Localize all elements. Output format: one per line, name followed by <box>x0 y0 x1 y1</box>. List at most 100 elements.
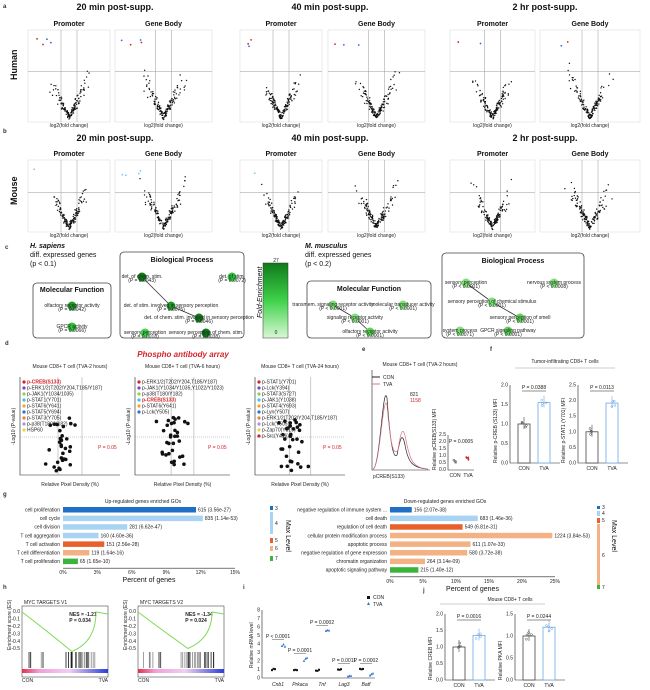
data-point <box>547 625 550 628</box>
data-point <box>594 107 596 110</box>
data-point <box>172 420 176 425</box>
data-point <box>168 435 173 439</box>
data-point <box>588 226 591 229</box>
data-point <box>73 221 75 223</box>
data-point <box>165 217 167 219</box>
go-node <box>487 297 497 307</box>
data-point <box>363 206 366 209</box>
volcano-plot: log2(fold change) <box>114 29 213 129</box>
data-point <box>173 96 176 99</box>
data-point <box>70 114 73 117</box>
protein-label: p-STAT4(Y693) <box>262 404 297 410</box>
go-bar-label: 215 (1.40e-12) <box>420 568 453 574</box>
data-point <box>293 197 295 200</box>
data-point <box>354 83 357 85</box>
data-point <box>269 207 272 209</box>
go-bar <box>390 532 553 539</box>
data-point <box>502 93 504 95</box>
go-term: sensory perception <box>445 280 487 286</box>
plot-frame <box>539 159 641 233</box>
go-pvalue: (P < 0.0001) <box>356 333 384 339</box>
data-point <box>64 219 66 221</box>
bar-tva <box>542 626 556 681</box>
go-term-label: regulation of cell death <box>337 525 388 531</box>
go-bar-label: 264 (3.14e-09) <box>427 559 460 565</box>
data-point <box>278 110 281 113</box>
data-point <box>76 210 78 213</box>
data-point <box>146 84 148 86</box>
data-point <box>176 205 178 207</box>
bar-tva <box>472 635 486 681</box>
data-point <box>159 223 161 225</box>
go-term-label: cellular protein modification process <box>308 533 388 539</box>
data-point <box>385 95 388 97</box>
go-bar <box>63 507 197 513</box>
data-point <box>488 220 490 222</box>
data-point <box>171 104 173 106</box>
data-point <box>74 209 76 211</box>
data-point <box>496 104 498 106</box>
highlight-point <box>137 172 140 175</box>
data-point <box>496 102 499 104</box>
max-level-value: 3 <box>275 506 278 512</box>
data-point <box>276 107 278 110</box>
data-point <box>68 118 70 120</box>
data-point <box>57 440 62 444</box>
highlight-point <box>257 386 261 390</box>
data-point <box>598 211 601 214</box>
data-point <box>578 95 580 97</box>
data-point <box>365 94 367 96</box>
data-point <box>379 108 381 111</box>
data-point <box>579 100 581 102</box>
data-point <box>287 102 289 105</box>
panel-letter-i: i <box>243 585 245 591</box>
data-point <box>373 109 375 111</box>
data-point <box>588 427 592 430</box>
protein-label: p-Lck(Y505) <box>262 422 290 428</box>
data-point <box>59 208 61 211</box>
data-point <box>374 220 376 222</box>
data-point <box>297 191 299 193</box>
data-point <box>85 201 87 203</box>
data-point <box>493 221 495 224</box>
group-label: CON <box>586 466 598 472</box>
y-tick: 1.5 <box>506 612 513 618</box>
data-point <box>598 205 601 207</box>
data-point <box>172 462 176 467</box>
data-point <box>393 83 395 86</box>
protein-label: p-Src(Y416) <box>262 434 289 440</box>
data-point <box>588 113 590 116</box>
data-point <box>592 108 594 110</box>
data-point <box>479 94 482 96</box>
group-label: TVA <box>544 683 554 689</box>
data-point <box>71 110 73 112</box>
data-point <box>577 97 580 99</box>
protein-label: p-Lck(Y505) <box>142 410 170 416</box>
data-point <box>500 100 503 102</box>
data-point <box>55 88 57 90</box>
data-point <box>57 89 59 91</box>
data-point <box>582 108 585 110</box>
data-point <box>60 99 62 102</box>
data-point <box>71 107 74 109</box>
data-point <box>86 70 89 72</box>
data-point <box>355 81 357 83</box>
data-point <box>593 222 595 224</box>
data-point <box>61 451 65 456</box>
highlight-point <box>257 392 261 396</box>
x-axis-label: log2(fold change) <box>262 123 301 129</box>
go-pvalue: (P = 0.0075) <box>157 307 185 313</box>
data-point <box>358 88 361 91</box>
data-point <box>476 633 480 636</box>
data-point <box>388 93 391 95</box>
go-bar <box>390 515 478 522</box>
y-tick: 0.0 <box>129 609 136 615</box>
group-label: TVA <box>539 466 549 472</box>
highlight-point <box>45 38 48 41</box>
p-threshold-label: P = 0.05 <box>98 445 117 451</box>
data-point <box>484 106 486 109</box>
data-point <box>273 101 275 103</box>
x-tick: 9% <box>163 570 171 576</box>
max-level-swatch <box>597 518 600 523</box>
x-axis-label: log2(fold change) <box>473 123 512 129</box>
